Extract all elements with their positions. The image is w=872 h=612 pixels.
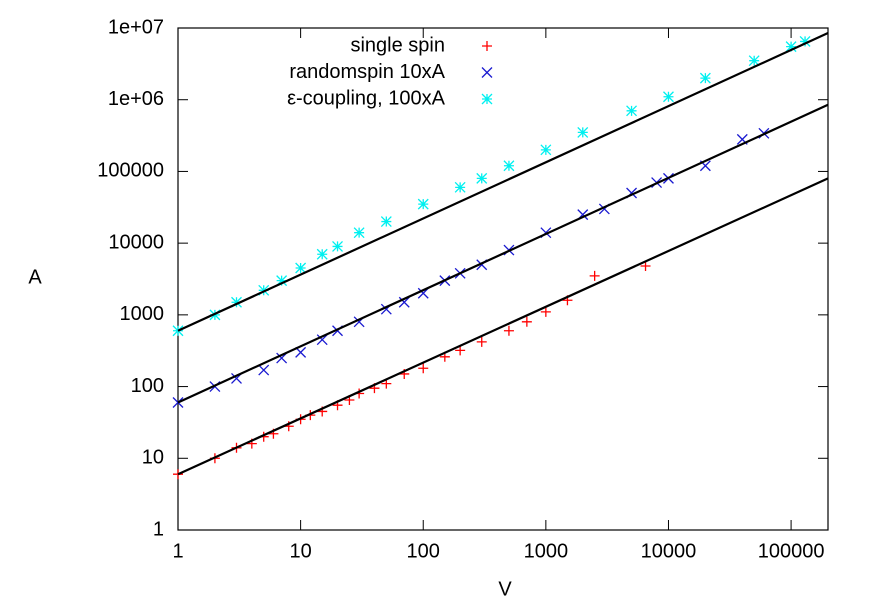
x-tick-label: 10 — [289, 540, 311, 562]
scatter-point — [454, 181, 466, 193]
y-tick-label: 10000 — [108, 231, 164, 253]
scatter-point — [231, 296, 242, 308]
scatter-point — [417, 198, 429, 210]
scatter-point — [417, 287, 429, 299]
scatter-point — [455, 345, 466, 356]
scatter-point — [418, 363, 429, 374]
x-tick-label: 1 — [172, 540, 183, 562]
y-tick-label: 1 — [153, 518, 164, 540]
scatter-point — [503, 325, 514, 336]
scatter-point — [398, 296, 410, 308]
legend-marker — [482, 41, 492, 51]
fit-line — [177, 32, 829, 332]
scatter-point — [540, 306, 551, 317]
x-tick-label: 100 — [407, 540, 440, 562]
scatter-point — [699, 72, 711, 84]
scatter-point — [589, 270, 600, 281]
scatter-point — [785, 41, 797, 53]
legend-label: randomspin 10xA — [289, 61, 445, 83]
x-tick-label: 1000 — [524, 540, 569, 562]
scatter-point — [663, 91, 674, 103]
scatter-point — [503, 160, 515, 172]
scatter-point — [521, 316, 532, 327]
x-tick-label: 10000 — [641, 540, 697, 562]
legend-marker — [481, 67, 493, 78]
scatter-point — [258, 284, 270, 296]
y-tick-label: 100 — [131, 375, 164, 397]
scatter-point — [316, 334, 328, 346]
y-axis-label: A — [28, 266, 42, 288]
legend-label: single spin — [350, 34, 445, 56]
y-tick-label: 10 — [142, 447, 164, 469]
scatter-point — [172, 325, 184, 337]
legend-label: ε-coupling, 100xA — [287, 87, 446, 109]
scatter-point — [276, 275, 288, 287]
scatter-point — [316, 248, 328, 260]
scatter-point — [258, 364, 270, 376]
plot-frame — [177, 27, 829, 531]
scatter-point — [799, 35, 811, 47]
scatter-point — [476, 336, 487, 347]
x-axis-label: V — [498, 578, 512, 600]
scatter-point — [640, 261, 651, 272]
y-tick-label: 1000 — [120, 303, 165, 325]
scatter-point — [626, 105, 638, 117]
scatter-point — [332, 240, 343, 252]
scatter-point — [353, 227, 365, 239]
y-tick-label: 1e+06 — [108, 88, 164, 110]
fit-line — [177, 177, 829, 476]
fit-line — [177, 103, 829, 404]
scatter-point — [540, 144, 552, 156]
scatter-point — [748, 55, 760, 67]
y-tick-label: 1e+07 — [108, 16, 164, 38]
scatter-point — [577, 126, 589, 138]
legend-marker — [481, 93, 493, 105]
scatter-point — [380, 216, 392, 228]
x-tick-label: 100000 — [758, 540, 825, 562]
scatter-point — [295, 262, 307, 274]
scatter-point — [476, 172, 488, 184]
y-tick-label: 100000 — [97, 160, 164, 182]
